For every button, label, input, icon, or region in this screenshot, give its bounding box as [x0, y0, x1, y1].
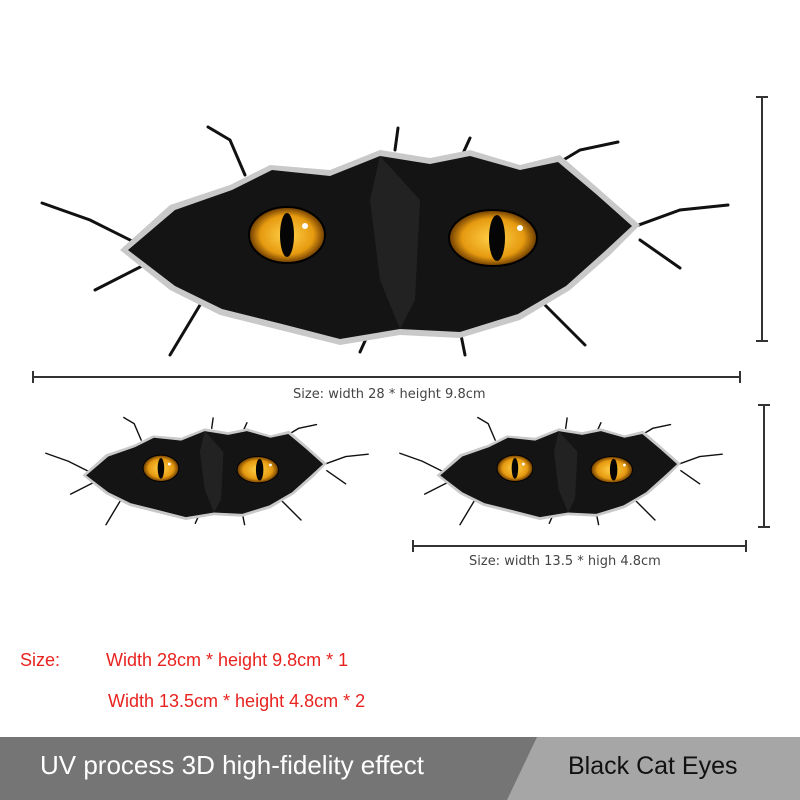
product-name: Black Cat Eyes [568, 752, 738, 780]
banner-right [507, 737, 800, 800]
feature-text: UV process 3D high-fidelity effect [40, 750, 424, 780]
sticker-illustrations [32, 96, 770, 552]
size-line-large: Width 28cm * height 9.8cm * 1 [106, 650, 349, 670]
large-dimension-label: Size: width 28 * height 9.8cm [293, 387, 486, 402]
large-sticker-image [40, 125, 730, 357]
small-sticker-image-left [45, 416, 369, 526]
dimension-lines [32, 96, 770, 552]
size-heading: Size: [20, 650, 61, 670]
size-line-small: Width 13.5cm * height 4.8cm * 2 [108, 691, 366, 711]
small-dimension-label: Size: width 13.5 * high 4.8cm [469, 554, 661, 569]
small-sticker-image-right [399, 416, 723, 526]
